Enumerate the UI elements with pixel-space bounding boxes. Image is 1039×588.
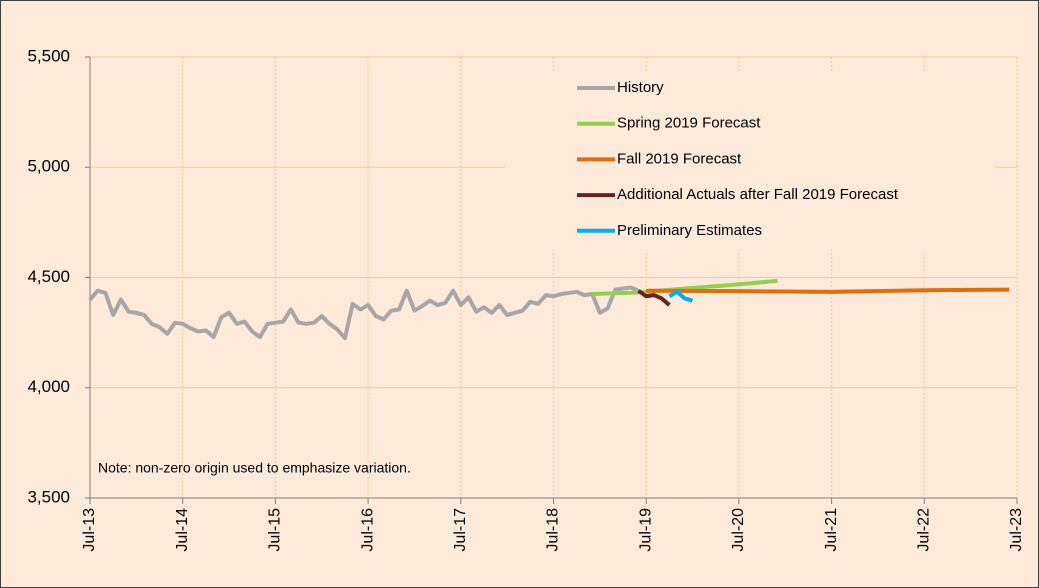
x-tick-label: Jul-13 [81,508,98,552]
x-tick-label: Jul-20 [730,508,747,552]
series-line [637,289,671,307]
y-tick-label: 5,500 [27,46,70,65]
y-tick-label: 3,500 [27,487,70,506]
x-tick-label: Jul-19 [637,508,654,552]
series-line [646,287,1010,294]
legend-label: Spring 2019 Forecast [617,115,761,132]
legend-label: Additional Actuals after Fall 2019 Forec… [617,186,899,203]
note: Note: non-zero origin used to emphasize … [98,460,411,476]
x-tick-label: Jul-22 [916,508,933,552]
x-tick-label: Jul-23 [1008,508,1025,552]
legend-label: Preliminary Estimates [617,222,762,239]
x-tick-label: Jul-18 [545,508,562,552]
x-tick-label: Jul-21 [823,508,840,552]
legend-label: Fall 2019 Forecast [617,150,742,167]
legend-label: History [617,79,664,96]
y-tick-label: 5,000 [27,157,70,176]
x-tick-label: Jul-17 [452,508,469,552]
x-tick-label: Jul-14 [174,508,191,552]
x-tick-label: Jul-16 [359,508,376,552]
x-tick-label: Jul-15 [267,508,284,552]
series-line [88,285,640,341]
series-line [668,289,694,303]
y-tick-label: 4,500 [27,267,70,286]
series-line [592,278,778,297]
y-tick-label: 4,000 [27,377,70,396]
